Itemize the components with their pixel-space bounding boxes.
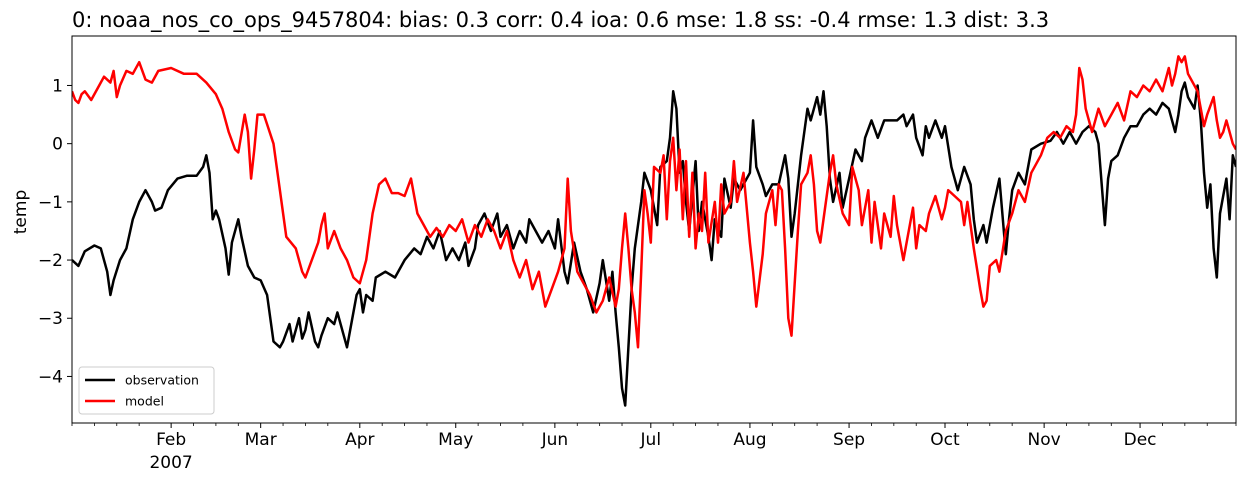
plot-frame bbox=[71, 35, 1237, 424]
x-tick-label: Feb bbox=[156, 430, 186, 450]
y-tick-label: −2 bbox=[38, 251, 63, 271]
y-tick-label: −4 bbox=[38, 367, 63, 387]
y-axis-label: temp bbox=[11, 190, 31, 234]
x-tick-label: May bbox=[438, 430, 473, 450]
x-tick-label: Apr bbox=[345, 430, 374, 450]
legend: observation model bbox=[78, 366, 215, 415]
y-tick-label: 1 bbox=[52, 76, 63, 96]
y-tick-label: −3 bbox=[38, 309, 63, 329]
legend-label-observation: observation bbox=[125, 373, 199, 388]
x-tick-label: Jun bbox=[541, 430, 569, 450]
x-tick-label: Mar bbox=[245, 430, 277, 450]
series-layer bbox=[72, 55, 1236, 407]
x-tick-label: Aug bbox=[733, 430, 766, 450]
y-tick-label: −1 bbox=[38, 193, 63, 213]
x-tick-label: Sep bbox=[833, 430, 865, 450]
y-tick-label: 0 bbox=[52, 135, 63, 155]
series-line-model bbox=[72, 55, 1236, 349]
x-tick-label: Oct bbox=[930, 430, 960, 450]
chart-title: 0: noaa_nos_co_ops_9457804: bias: 0.3 co… bbox=[72, 8, 1049, 33]
legend-label-model: model bbox=[125, 394, 164, 409]
x-tick-label: Jul bbox=[640, 430, 662, 450]
x-year-label: 2007 bbox=[149, 453, 192, 473]
series-line-observation bbox=[72, 81, 1236, 407]
x-tick-label: Nov bbox=[1028, 430, 1061, 450]
x-tick-label: Dec bbox=[1124, 430, 1157, 450]
axes-layer: −4 −3 −2 −1 0 1 Feb Mar Apr May Jun Jul Aug Sep Oct Nov… bbox=[38, 35, 1237, 473]
